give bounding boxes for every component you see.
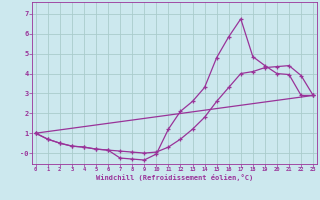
X-axis label: Windchill (Refroidissement éolien,°C): Windchill (Refroidissement éolien,°C)	[96, 174, 253, 181]
